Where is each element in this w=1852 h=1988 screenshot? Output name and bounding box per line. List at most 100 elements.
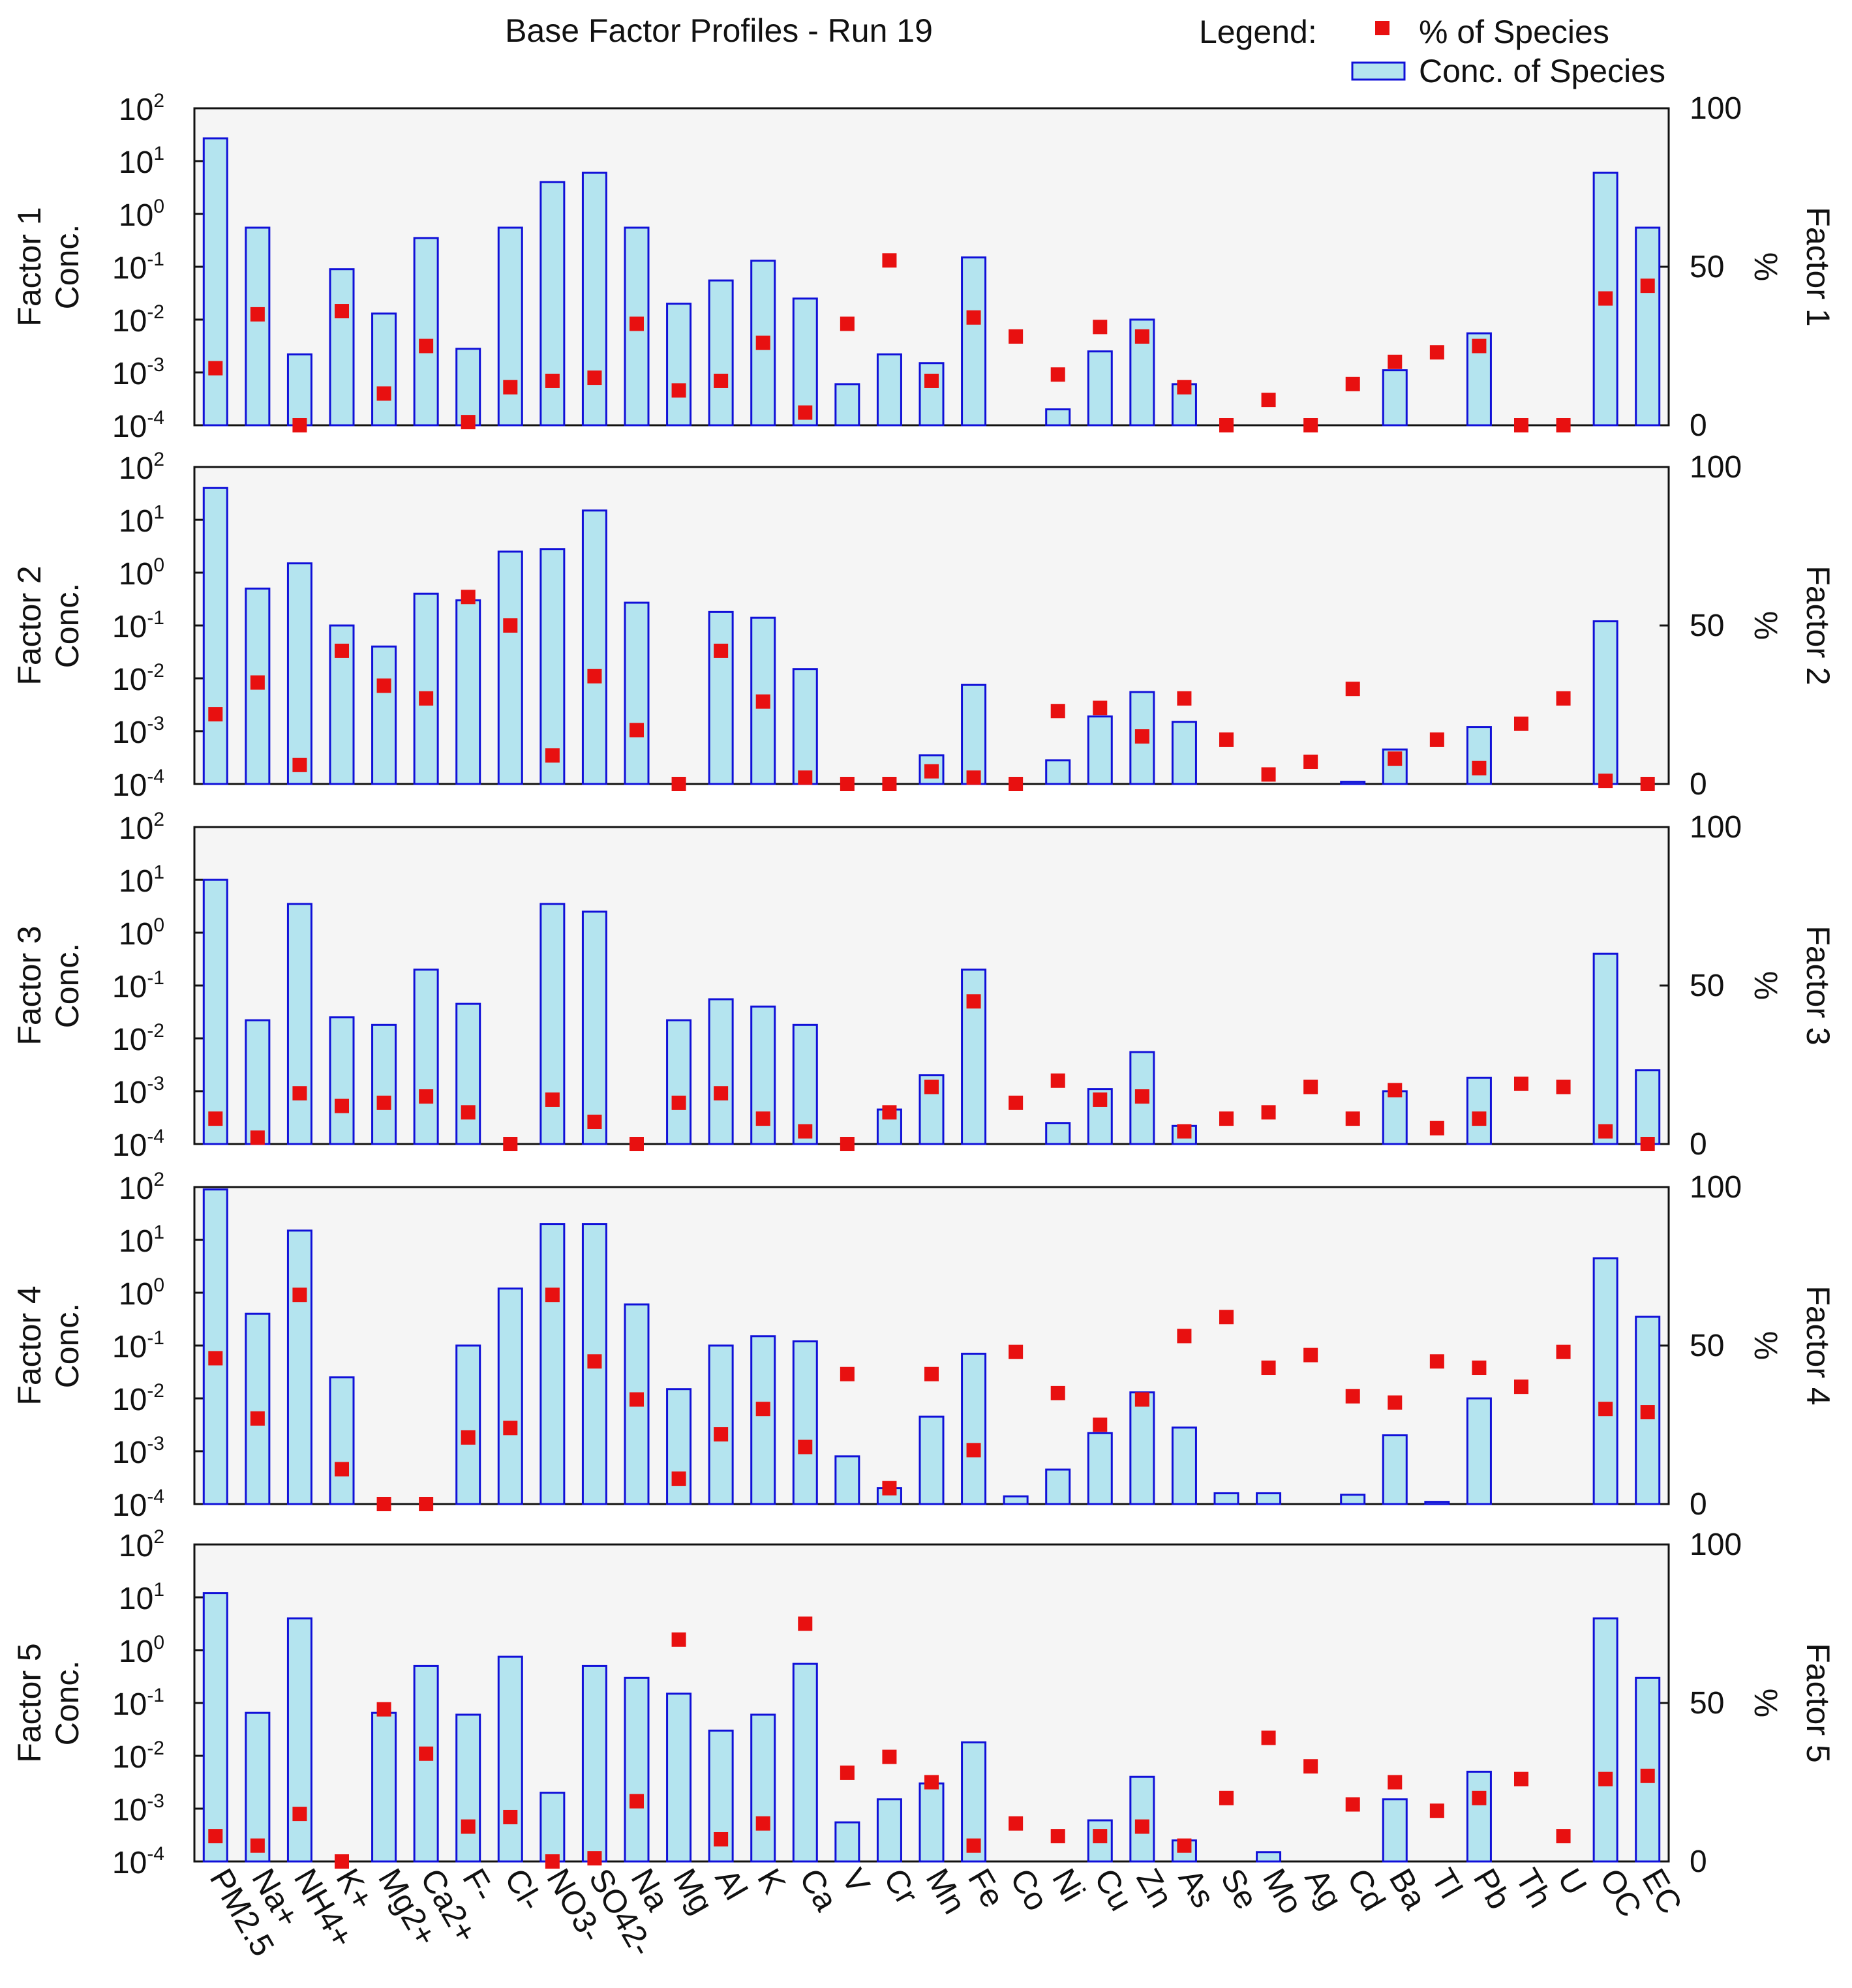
category-label: OC bbox=[1593, 1863, 1649, 1923]
conc-bar bbox=[792, 668, 818, 785]
pct-point bbox=[714, 1831, 729, 1846]
plot-area bbox=[193, 466, 1670, 785]
category-label: Th bbox=[1508, 1863, 1559, 1914]
right-axis-label: % bbox=[1748, 611, 1784, 640]
pct-point bbox=[587, 370, 602, 385]
pct-point bbox=[1472, 1111, 1487, 1126]
conc-bar bbox=[286, 1229, 312, 1505]
left-tick-label: 10-4 bbox=[112, 1126, 164, 1163]
left-tick-label: 10-4 bbox=[112, 1843, 164, 1880]
left-tick-label: 102 bbox=[119, 1526, 164, 1563]
conc-bar bbox=[1466, 1076, 1492, 1145]
pct-point bbox=[1598, 1402, 1613, 1417]
pct-point bbox=[671, 1471, 686, 1486]
category-label: Zn bbox=[1129, 1863, 1180, 1914]
conc-bar bbox=[581, 172, 607, 427]
conc-bar bbox=[1382, 1434, 1408, 1505]
pct-point bbox=[1556, 1079, 1571, 1094]
right-tick-label: 100 bbox=[1690, 810, 1742, 845]
left-tick-label: 10-2 bbox=[112, 1380, 164, 1417]
pct-point bbox=[376, 678, 391, 693]
pct-point bbox=[1219, 1310, 1234, 1325]
pct-point bbox=[587, 1354, 602, 1369]
pct-point bbox=[335, 643, 349, 658]
pct-point bbox=[1050, 704, 1065, 719]
left-tick-label: 102 bbox=[119, 449, 164, 486]
category-label: Cu bbox=[1087, 1863, 1140, 1917]
pct-point bbox=[335, 1854, 349, 1869]
right-tick-label: 100 bbox=[1690, 450, 1742, 485]
pct-point bbox=[1093, 320, 1108, 335]
legend: Legend: % of Species Conc. of Species bbox=[1199, 14, 1665, 89]
pct-point bbox=[798, 1124, 813, 1139]
pct-point bbox=[755, 1111, 770, 1126]
left-tick-label: 10-1 bbox=[112, 248, 164, 286]
pct-point bbox=[1050, 1385, 1065, 1400]
conc-bar bbox=[961, 684, 987, 785]
conc-bar bbox=[497, 226, 523, 427]
left-tick-label: 101 bbox=[119, 1222, 164, 1259]
pct-point bbox=[1640, 1768, 1655, 1783]
conc-bar bbox=[202, 137, 228, 427]
conc-bar bbox=[1382, 1798, 1408, 1863]
pct-point bbox=[335, 1098, 349, 1113]
pct-point bbox=[461, 1430, 476, 1445]
pct-point bbox=[376, 1095, 391, 1110]
pct-point bbox=[1093, 700, 1108, 715]
conc-bar bbox=[202, 487, 228, 785]
chart-title: Base Factor Profiles - Run 19 bbox=[505, 12, 933, 49]
pct-point bbox=[1640, 1137, 1655, 1151]
right-axis-label: % bbox=[1748, 252, 1784, 281]
pct-point bbox=[1093, 1092, 1108, 1107]
conc-bar bbox=[918, 362, 945, 427]
pct-point bbox=[1514, 1379, 1528, 1394]
pct-point bbox=[1261, 393, 1276, 408]
pct-point bbox=[798, 405, 813, 420]
pct-point bbox=[1429, 1354, 1444, 1369]
conc-bar bbox=[1045, 1122, 1071, 1145]
pct-point bbox=[1134, 1089, 1149, 1104]
pct-point bbox=[1598, 1771, 1613, 1786]
conc-bar bbox=[1592, 1257, 1618, 1505]
conc-bar bbox=[539, 548, 566, 785]
pct-point bbox=[503, 380, 518, 395]
category-label: Ni bbox=[1045, 1863, 1092, 1908]
left-tick-label: 10-3 bbox=[112, 1790, 164, 1828]
left-tick-label: 10-4 bbox=[112, 766, 164, 803]
left-tick-label: 10-3 bbox=[112, 1073, 164, 1110]
pct-point bbox=[1134, 329, 1149, 344]
left-tick-label: 100 bbox=[119, 196, 164, 233]
pct-point bbox=[335, 1462, 349, 1477]
pct-point bbox=[1134, 1392, 1149, 1407]
pct-point bbox=[292, 418, 307, 432]
pct-point bbox=[924, 1079, 939, 1094]
left-tick-label: 102 bbox=[119, 1169, 164, 1206]
conc-bar bbox=[1171, 1426, 1197, 1505]
left-tick-label: 102 bbox=[119, 809, 164, 846]
left-tick-label: 10-2 bbox=[112, 660, 164, 697]
conc-bar bbox=[329, 268, 355, 427]
conc-bar bbox=[413, 592, 439, 785]
pct-point bbox=[503, 1809, 518, 1824]
pct-point bbox=[250, 675, 265, 690]
left-factor-label: Factor 1 bbox=[11, 207, 48, 326]
conc-bar bbox=[413, 1664, 439, 1863]
pct-point bbox=[840, 777, 855, 791]
pct-point bbox=[1219, 1111, 1234, 1126]
pct-point bbox=[503, 1421, 518, 1436]
conc-bar bbox=[455, 348, 481, 427]
conc-bar bbox=[750, 1713, 776, 1863]
conc-bar bbox=[666, 303, 692, 427]
conc-bar bbox=[539, 903, 566, 1145]
pct-point bbox=[630, 1392, 644, 1407]
conc-bar bbox=[624, 601, 650, 785]
pct-point bbox=[292, 757, 307, 772]
pct-point bbox=[966, 994, 981, 1009]
right-tick-label: 0 bbox=[1690, 1127, 1707, 1162]
pct-point bbox=[1093, 1417, 1108, 1432]
conc-bar bbox=[329, 1376, 355, 1505]
pct-point bbox=[1556, 691, 1571, 706]
pct-point bbox=[250, 1411, 265, 1426]
pct-point bbox=[630, 316, 644, 331]
